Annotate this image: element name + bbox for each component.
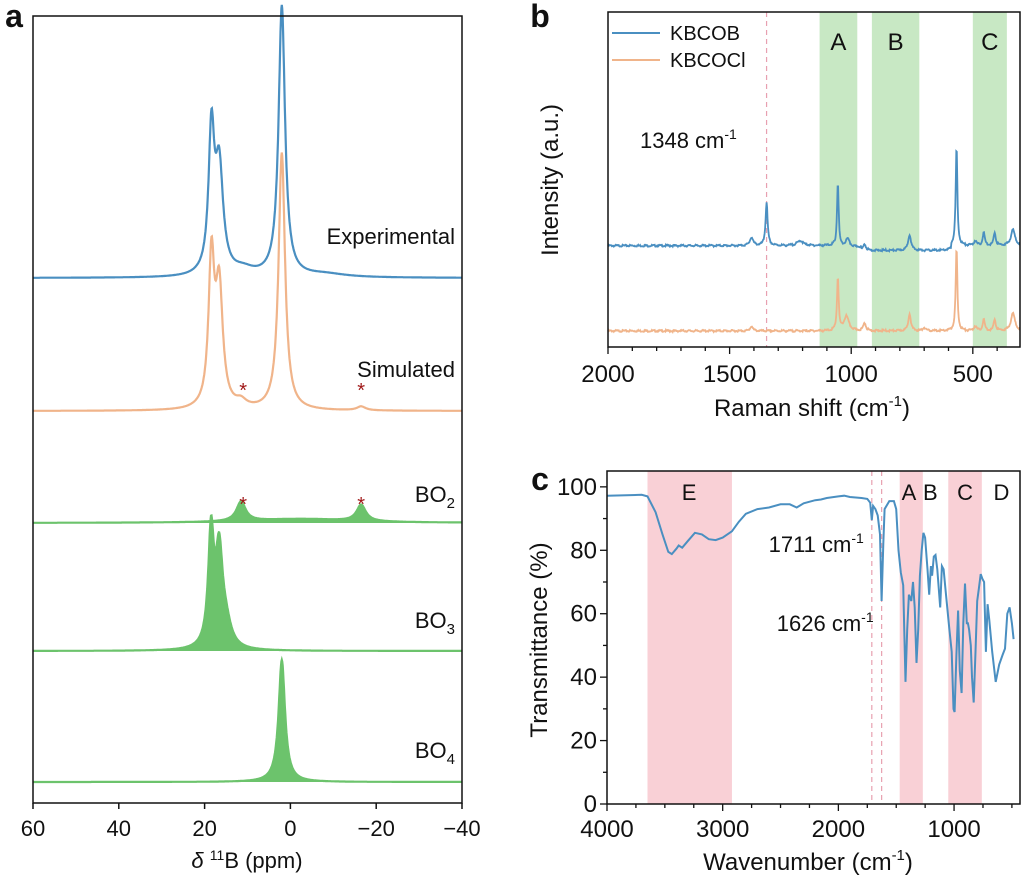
x-tick-label: 1000 [927, 816, 980, 843]
x-tick-label: 4000 [580, 816, 633, 843]
series-line-4 [33, 655, 462, 784]
y-tick-label: 100 [557, 474, 597, 501]
label-subscript: 3 [447, 621, 455, 638]
panel-label-c: c [531, 461, 549, 497]
xlabel-text: Raman shift (cm [714, 395, 889, 422]
annotation-text: 1711 cm [769, 532, 852, 557]
panel-label-a: a [5, 0, 23, 34]
series-line-KBCOB [607, 149, 1021, 253]
series-label: BO4 [415, 738, 455, 768]
peak-annotation: 1711 cm-1 [769, 530, 864, 557]
series-line-KBCOCl [607, 249, 1021, 334]
asterisk-marker: * [357, 380, 365, 402]
y-tick-label: 60 [570, 601, 597, 628]
band-label-B: B [888, 29, 904, 56]
x-tick-label: 1500 [703, 361, 756, 388]
x-tick-label: 2000 [812, 816, 865, 843]
asterisk-marker: * [239, 380, 247, 402]
x-tick-label: 60 [21, 816, 45, 841]
panel-label-b: b [530, 0, 550, 34]
band-C [972, 12, 1007, 347]
series-label: BO3 [415, 608, 455, 638]
x-tick-label: −40 [443, 816, 480, 841]
series-line-1 [33, 152, 462, 412]
x-tick-label: 3000 [696, 816, 749, 843]
label-subscript: 2 [447, 495, 455, 512]
series-line-0 [33, 4, 462, 279]
series-line-2 [33, 500, 462, 524]
label-text: BO [415, 608, 447, 633]
y-axis-label: Intensity (a.u.) [537, 104, 564, 256]
band-B [871, 12, 920, 347]
plot-frame [607, 11, 1021, 348]
series-label: Simulated [357, 357, 455, 382]
band-E [647, 471, 732, 804]
x-tick-label: 40 [107, 816, 131, 841]
label-subscript: 4 [447, 751, 455, 768]
xlabel-close: ) [902, 395, 910, 422]
xlabel-rest: B (ppm) [224, 848, 302, 873]
plot-frame [32, 15, 463, 804]
x-axis-label: Raman shift (cm-1) [714, 393, 910, 422]
y-tick-label: 40 [570, 664, 597, 691]
asterisk-marker: * [357, 494, 365, 516]
series-label: Experimental [327, 224, 455, 249]
x-tick-label: −20 [358, 816, 395, 841]
label-text: BO [415, 738, 447, 763]
series-fill-3 [33, 515, 462, 651]
series-label: BO2 [415, 482, 455, 512]
series-line-3 [33, 513, 462, 652]
band-label-C: C [957, 480, 973, 505]
xlabel-sup: -1 [889, 393, 902, 410]
annotation-sup: -1 [724, 126, 737, 142]
xlabel-delta: δ [191, 848, 209, 873]
x-tick-label: 500 [953, 361, 993, 388]
label-text: BO [415, 482, 447, 507]
band-label-D: D [994, 480, 1010, 505]
xlabel-close: ) [905, 849, 913, 876]
legend-label: KBCOB [670, 23, 740, 45]
legend-label: KBCOCl [670, 50, 746, 72]
y-tick-label: 20 [570, 728, 597, 755]
xlabel-sup: -1 [892, 847, 905, 864]
plot-frame [606, 470, 1021, 805]
annotation-sup: -1 [851, 530, 864, 546]
band-label-A: A [830, 29, 846, 56]
band-label-A: A [902, 480, 917, 505]
band-label-B: B [923, 480, 938, 505]
y-axis-label: Transmittance (%) [526, 542, 553, 737]
xlabel-sup: 11 [210, 847, 225, 863]
x-tick-label: 0 [284, 816, 296, 841]
peak-annotation: 1626 cm-1 [777, 609, 874, 636]
xlabel-text: Wavenumber (cm [703, 849, 891, 876]
y-tick-label: 80 [570, 537, 597, 564]
band-label-C: C [981, 29, 998, 56]
annotation-text: 1626 cm [777, 611, 861, 636]
series-fill-2 [33, 501, 462, 523]
x-tick-label: 2000 [581, 361, 634, 388]
series-line-ftir [606, 493, 1015, 713]
band-label-E: E [682, 480, 697, 505]
x-tick-label: 20 [192, 816, 216, 841]
peak-annotation: 1348 cm-1 [640, 126, 737, 153]
x-axis-label: Wavenumber (cm-1) [703, 847, 913, 876]
annotation-sup: -1 [861, 609, 874, 625]
y-tick-label: 0 [584, 791, 597, 818]
series-fill-4 [33, 659, 462, 782]
band-A [899, 471, 923, 804]
asterisk-marker: * [239, 494, 247, 516]
annotation-text: 1348 cm [640, 128, 724, 153]
x-tick-label: 1000 [825, 361, 878, 388]
x-axis-label: δ 11B (ppm) [191, 847, 302, 873]
